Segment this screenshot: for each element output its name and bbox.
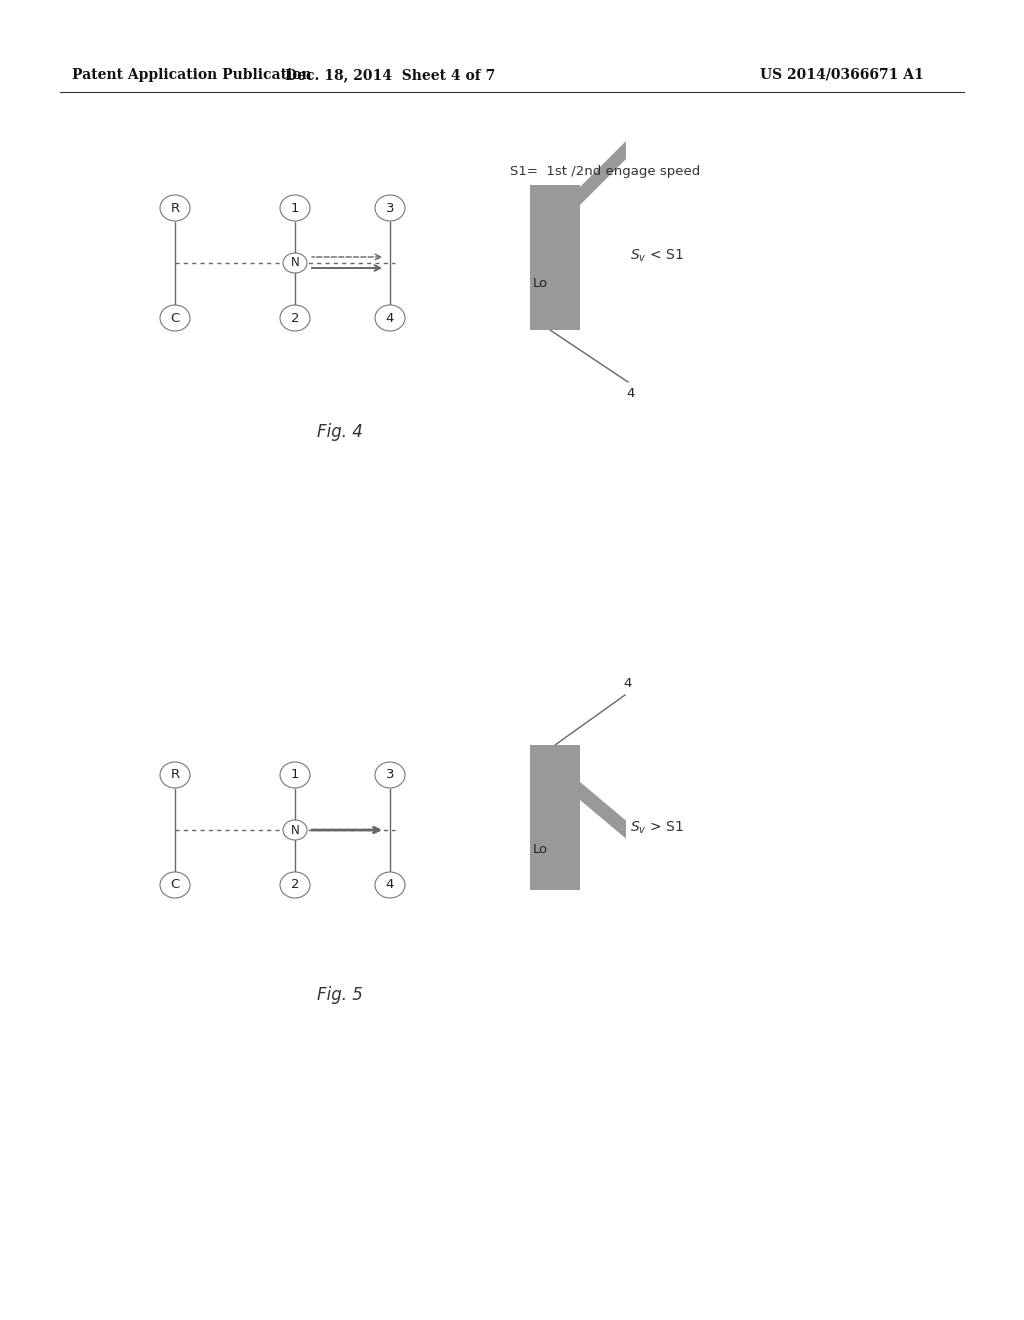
Text: 1: 1: [291, 768, 299, 781]
Text: 2: 2: [291, 879, 299, 891]
Text: C: C: [170, 879, 179, 891]
Text: N: N: [291, 256, 299, 269]
Text: Dec. 18, 2014  Sheet 4 of 7: Dec. 18, 2014 Sheet 4 of 7: [285, 69, 496, 82]
Text: 4: 4: [627, 387, 635, 400]
Text: 3: 3: [386, 202, 394, 214]
Ellipse shape: [160, 762, 190, 788]
Text: 3: 3: [386, 768, 394, 781]
Text: $S_v$ > S1: $S_v$ > S1: [630, 820, 684, 836]
Ellipse shape: [160, 305, 190, 331]
Bar: [530, 744, 580, 890]
Text: Lo: Lo: [534, 843, 548, 855]
Ellipse shape: [160, 195, 190, 220]
Ellipse shape: [280, 195, 310, 220]
Text: 2: 2: [291, 312, 299, 325]
Text: US 2014/0366671 A1: US 2014/0366671 A1: [760, 69, 924, 82]
Text: 4: 4: [624, 677, 632, 690]
Text: Patent Application Publication: Patent Application Publication: [72, 69, 311, 82]
Ellipse shape: [375, 195, 406, 220]
Text: Lo: Lo: [534, 277, 548, 290]
Polygon shape: [580, 781, 626, 838]
Text: S1=  1st /2nd engage speed: S1= 1st /2nd engage speed: [510, 165, 700, 178]
Text: R: R: [170, 202, 179, 214]
Ellipse shape: [280, 762, 310, 788]
Ellipse shape: [280, 873, 310, 898]
Text: 1: 1: [291, 202, 299, 214]
Text: $S_v$ < S1: $S_v$ < S1: [630, 248, 684, 264]
Polygon shape: [580, 141, 626, 205]
Text: Fig. 4: Fig. 4: [317, 422, 362, 441]
Bar: [530, 185, 580, 330]
Ellipse shape: [375, 762, 406, 788]
Ellipse shape: [375, 305, 406, 331]
Text: C: C: [170, 312, 179, 325]
Ellipse shape: [280, 305, 310, 331]
Text: Fig. 5: Fig. 5: [317, 986, 362, 1005]
Text: N: N: [291, 824, 299, 837]
Ellipse shape: [375, 873, 406, 898]
Text: R: R: [170, 768, 179, 781]
Text: 4: 4: [386, 879, 394, 891]
Ellipse shape: [283, 253, 307, 273]
Ellipse shape: [160, 873, 190, 898]
Text: 4: 4: [386, 312, 394, 325]
Ellipse shape: [283, 820, 307, 840]
